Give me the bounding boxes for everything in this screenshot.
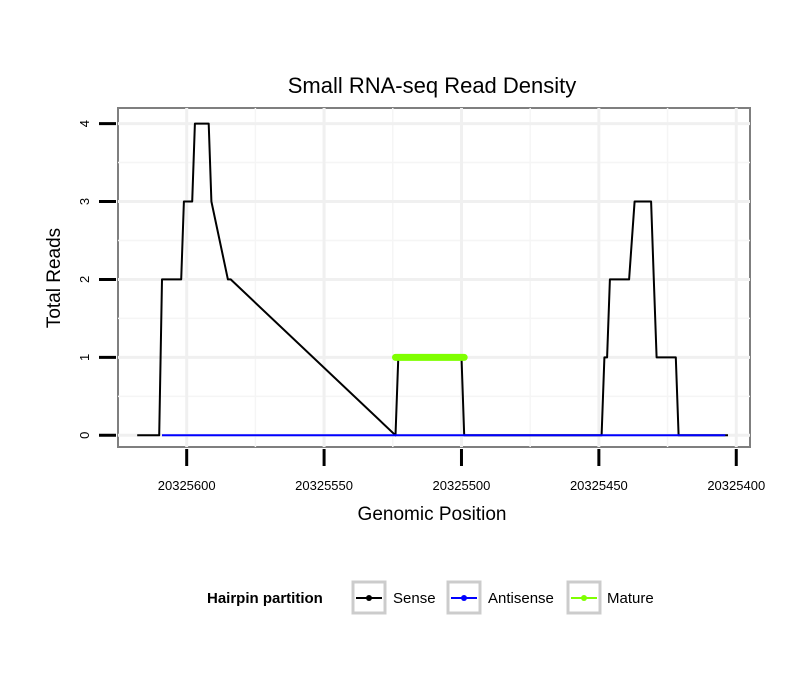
series-layer	[137, 122, 728, 437]
legend-title: Hairpin partition	[207, 590, 323, 607]
y-axis: 0 1 2 3 4	[77, 120, 116, 439]
x-tick-label-1: 20325550	[295, 478, 353, 493]
legend-label-antisense: Antisense	[488, 590, 554, 607]
legend-point-sense	[366, 595, 372, 601]
legend-point-antisense	[461, 595, 467, 601]
x-tick-label-3: 20325450	[570, 478, 628, 493]
legend-point-mature	[581, 595, 587, 601]
y-tick-label-2: 2	[77, 276, 92, 283]
legend-label-mature: Mature	[607, 590, 654, 607]
legend: Hairpin partition Sense Antisense Mature	[207, 580, 654, 615]
x-tick-label-0: 20325600	[158, 478, 216, 493]
x-axis-title: Genomic Position	[358, 504, 507, 525]
legend-label-sense: Sense	[393, 590, 436, 607]
x-tick-label-4: 20325400	[707, 478, 765, 493]
x-axis: 20325600 20325550 20325500 20325450 20325400	[158, 449, 765, 493]
y-tick-label-3: 3	[77, 198, 92, 205]
x-tick-label-2: 20325500	[433, 478, 491, 493]
chart-title: Small RNA-seq Read Density	[288, 73, 577, 98]
y-tick-label-1: 1	[77, 354, 92, 361]
y-tick-label-4: 4	[77, 120, 92, 127]
y-tick-label-0: 0	[77, 432, 92, 439]
plot-panel	[117, 107, 751, 448]
y-axis-title: Total Reads	[44, 228, 65, 328]
